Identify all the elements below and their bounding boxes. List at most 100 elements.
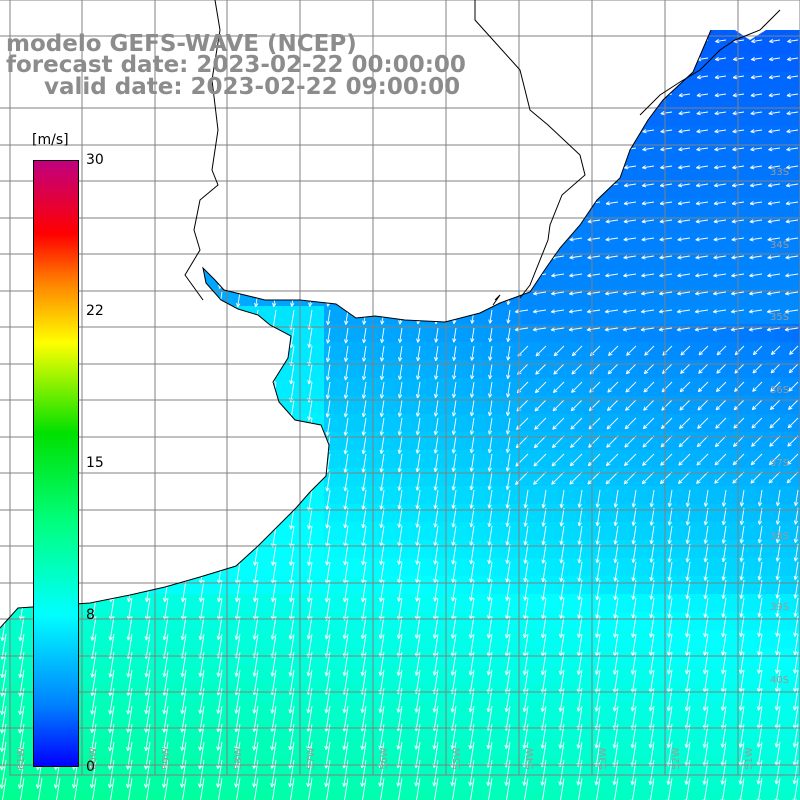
wind-arrow-head: [750, 165, 754, 169]
wind-speed-cell: [324, 594, 343, 613]
wind-arrow-head: [289, 325, 292, 330]
wind-arrow-head: [550, 329, 555, 332]
wind-arrow-head: [660, 185, 665, 188]
wind-speed-cell: [306, 774, 325, 793]
wind-speed-cell: [396, 594, 415, 613]
wind-speed-cell: [540, 774, 559, 793]
wind-speed-cell: [702, 162, 721, 181]
wind-arrow: [714, 111, 727, 115]
wind-arrow-head: [644, 351, 647, 356]
wind-speed-cell: [306, 504, 325, 523]
wind-speed-cell: [630, 468, 649, 487]
wind-speed-cell: [666, 198, 685, 217]
wind-arrow-head: [551, 291, 555, 295]
wind-speed-cell: [486, 432, 505, 451]
wind-arrow-head: [786, 165, 790, 169]
wind-speed-cell: [288, 558, 307, 577]
wind-speed-cell: [666, 396, 685, 415]
wind-arrow: [641, 273, 655, 277]
wind-speed-cell: [774, 342, 793, 361]
wind-speed-cell: [414, 396, 433, 415]
wind-arrow: [786, 201, 799, 205]
wind-speed-cell: [486, 396, 505, 415]
wind-arrow-head: [641, 257, 646, 260]
wind-speed-cell: [306, 378, 325, 397]
wind-speed-cell: [702, 342, 721, 361]
wind-arrow: [381, 327, 385, 343]
wind-arrow-head: [695, 275, 700, 278]
wind-speed-cell: [594, 648, 613, 667]
wind-speed-cell: [792, 612, 800, 631]
wind-speed-cell: [270, 792, 289, 800]
wind-arrow-head: [732, 165, 736, 169]
wind-speed-cell: [432, 612, 451, 631]
wind-speed-cell: [360, 558, 379, 577]
wind-speed-cell: [738, 648, 757, 667]
wind-arrow-head: [714, 167, 719, 170]
wind-arrow-head: [623, 255, 628, 259]
wind-speed-cell: [666, 684, 685, 703]
wind-speed-cell: [126, 666, 145, 685]
wind-speed-cell: [792, 576, 800, 595]
wind-speed-cell: [396, 774, 415, 793]
wind-speed-cell: [144, 702, 163, 721]
wind-arrow-head: [605, 311, 610, 314]
wind-speed-cell: [162, 792, 181, 800]
wind-speed-cell: [342, 540, 361, 559]
wind-speed-cell: [522, 432, 541, 451]
wind-arrow-head: [309, 302, 313, 307]
wind-speed-cell: [792, 252, 800, 271]
wind-speed-cell: [378, 540, 397, 559]
wind-speed-cell: [666, 648, 685, 667]
wind-arrow: [605, 237, 619, 241]
wind-speed-cell: [396, 558, 415, 577]
wind-speed-cell: [324, 792, 343, 800]
wind-speed-cell: [684, 360, 703, 379]
wind-speed-cell: [0, 684, 19, 703]
wind-speed-cell: [792, 306, 800, 325]
wind-arrow-head: [659, 221, 664, 224]
wind-speed-cell: [126, 792, 145, 800]
wind-speed-cell: [684, 702, 703, 721]
wind-arrow-head: [678, 147, 683, 151]
wind-arrow-head: [641, 255, 646, 259]
wind-arrow-head: [785, 311, 790, 314]
wind-speed-cell: [648, 792, 667, 800]
wind-speed-cell: [324, 396, 343, 415]
wind-arrow: [715, 39, 727, 43]
wind-arrow-head: [785, 201, 790, 205]
wind-arrow: [785, 309, 799, 313]
wind-arrow-head: [731, 219, 736, 223]
wind-arrow-head: [730, 329, 735, 332]
wind-arrow: [714, 129, 727, 133]
wind-speed-cell: [594, 468, 613, 487]
wind-arrow-head: [453, 320, 457, 324]
wind-speed-cell: [702, 504, 721, 523]
wind-speed-cell: [738, 252, 757, 271]
wind-arrow-head: [434, 356, 437, 361]
wind-speed-cell: [756, 720, 775, 739]
wind-arrow-head: [659, 255, 664, 259]
wind-speed-cell: [558, 270, 577, 289]
wind-arrow: [662, 345, 673, 356]
wind-arrow: [660, 111, 673, 115]
wind-speed-cell: [0, 792, 19, 800]
wind-speed-cell: [540, 792, 559, 800]
wind-arrow-head: [399, 320, 403, 325]
wind-arrow-head: [417, 320, 421, 325]
wind-arrow-head: [344, 320, 347, 325]
wind-speed-cell: [288, 306, 307, 325]
wind-arrow-head: [658, 327, 663, 331]
wind-speed-cell: [378, 774, 397, 793]
wind-arrow-head: [784, 329, 789, 332]
wind-arrow-head: [289, 379, 292, 385]
wind-speed-cell: [270, 306, 289, 325]
wind-speed-cell: [378, 612, 397, 631]
wind-arrow: [750, 183, 763, 187]
wind-speed-cell: [792, 594, 800, 613]
wind-speed-cell: [720, 378, 739, 397]
wind-speed-cell: [756, 270, 775, 289]
wind-speed-cell: [0, 774, 19, 793]
wind-arrow-head: [785, 203, 791, 206]
wind-arrow-head: [748, 327, 753, 331]
